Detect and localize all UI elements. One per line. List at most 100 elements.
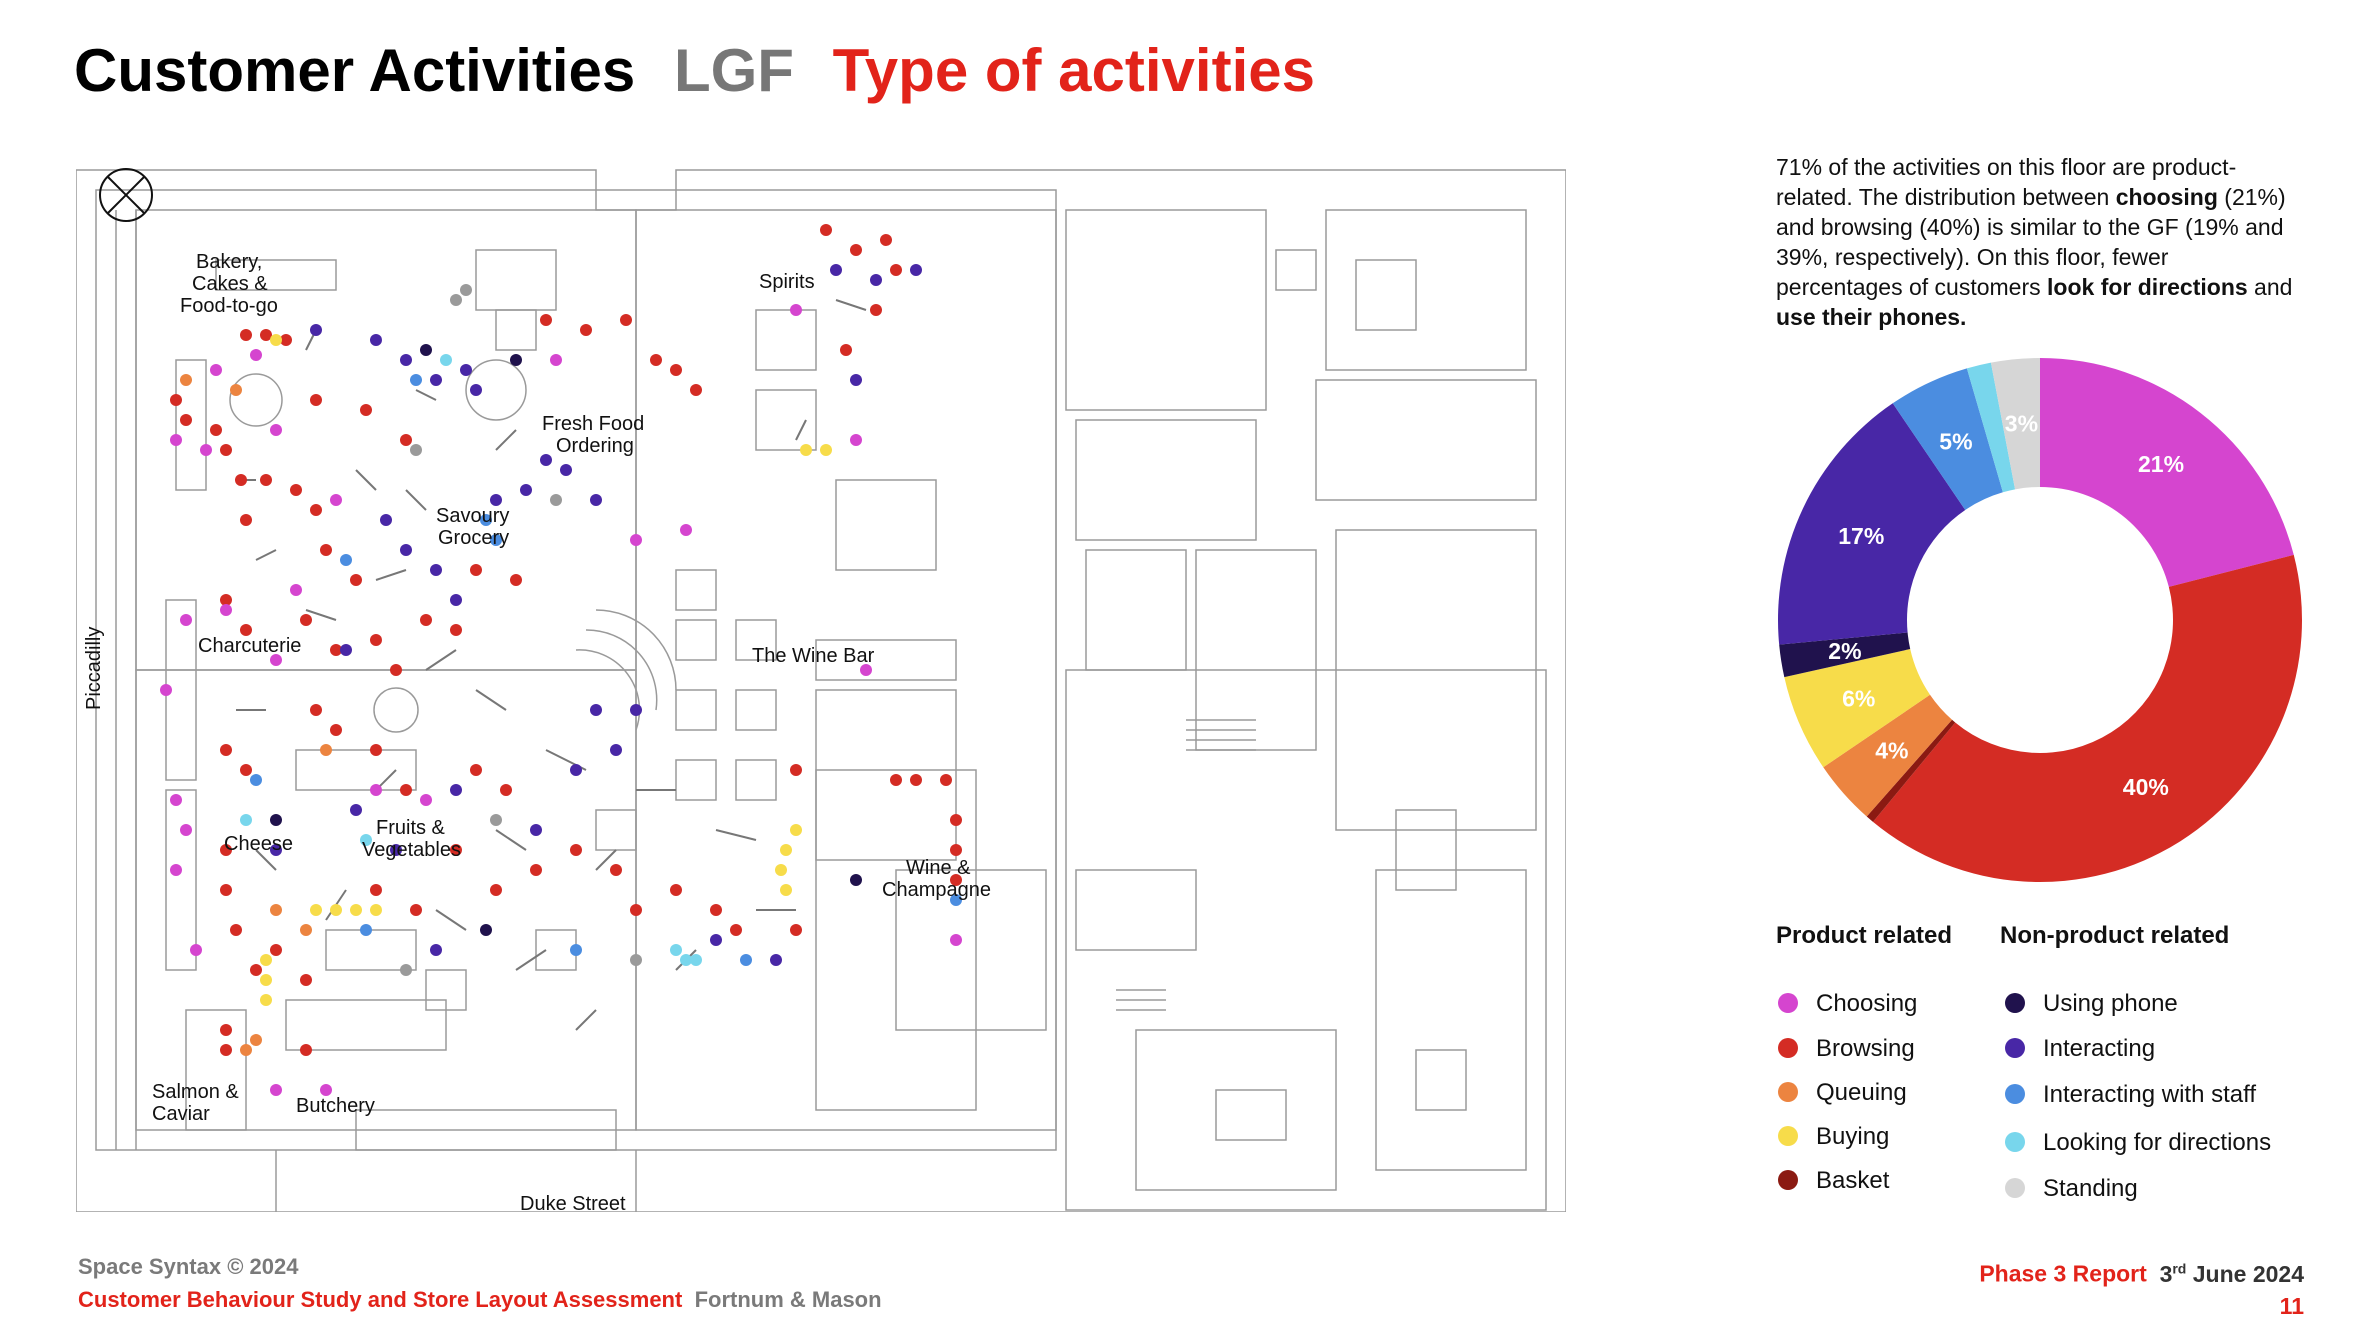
legend-item-looking-directions: Looking for directions [2005,1129,2271,1157]
title-main: Customer Activities [74,37,636,104]
donut-label-standing: 3% [2005,410,2038,436]
legend-label: Browsing [1816,1035,1915,1062]
footer-date: 3rd June 2024 [2159,1260,2304,1287]
donut-label-interacting: 17% [1838,523,1884,549]
label-wine-2: Champagne [882,879,991,901]
legend-item-basket: Basket [1778,1167,1889,1195]
donut-slice-standing [1990,358,2040,490]
label-salmon-1: Salmon & [152,1081,239,1103]
queuing-swatch [1778,1081,1798,1102]
summary-bold-2: look for directions [2047,274,2248,300]
legend-label: Interacting [2043,1035,2156,1062]
label-bakery-1: Bakery, [196,251,262,273]
legend-item-choosing: Choosing [1778,990,1917,1018]
donut-label-queuing: 4% [1875,738,1908,764]
donut-slice-buying [1784,649,1930,768]
legend-item-browsing: Browsing [1778,1035,1915,1063]
legend-label: Standing [2043,1175,2138,1202]
donut-slice-interacting [1778,403,1966,645]
page-title: Customer Activities LGF Type of activiti… [74,36,1337,105]
standing-swatch [2005,1177,2025,1198]
interacting-staff-swatch [2005,1083,2025,1104]
label-fresh-2: Ordering [556,435,634,457]
summary-bold-1: choosing [2115,184,2218,210]
buying-swatch [1778,1125,1798,1146]
legend-label: Using phone [2043,990,2178,1017]
donut-slice-queuing [1823,694,1953,817]
floor-plan-walls [76,169,1566,1212]
legend-label: Interacting with staff [2043,1081,2256,1108]
label-spirits: Spirits [759,271,815,293]
legend-nonproduct-heading: Non-product related [2000,922,2230,949]
summary-paragraph: 71% of the activities on this floor are … [1776,152,2296,332]
summary-text-3: and [2247,274,2293,300]
donut-label-buying: 6% [1842,685,1875,711]
summary-text-1: 71% of the activities on this floor are … [1776,154,2237,210]
floor-plan-map: Bakery, Cakes & Food-to-go Spirits Fresh… [76,168,1566,1212]
label-savoury-1: Savoury [436,505,509,527]
footer-date-day: 3 [2159,1260,2173,1287]
donut-label-using-phone: 2% [1828,638,1861,664]
donut-label-interacting-with-staff: 5% [1939,428,1972,454]
donut-label-browsing: 40% [2123,774,2169,800]
donut-slice-looking-for-directions [1966,362,2016,493]
legend-item-interacting-staff: Interacting with staff [2005,1081,2256,1109]
footer-client: Fortnum & Mason [694,1287,882,1312]
donut-slice-browsing [1872,554,2302,882]
page-number: 11 [2279,1292,2304,1319]
label-wine-1: Wine & [906,857,971,879]
legend-item-standing: Standing [2005,1175,2138,1203]
looking-directions-swatch [2005,1131,2025,1152]
footer-copyright: Space Syntax © 2024 [78,1254,299,1279]
legend-item-interacting: Interacting [2005,1035,2155,1063]
north-arrow-icon [99,168,153,222]
label-duke-street: Duke Street [520,1193,626,1212]
using-phone-swatch [2005,992,2025,1013]
donut-label-choosing: 21% [2138,451,2184,477]
legend-product-heading: Product related [1776,922,1953,949]
legend-label: Looking for directions [2043,1129,2272,1156]
donut-slice-choosing [2040,358,2294,587]
label-piccadilly: Piccadilly [83,627,105,710]
label-cheese: Cheese [224,833,293,855]
title-floor: LGF [673,37,794,104]
label-fresh-1: Fresh Food [542,413,644,435]
footer-left: Space Syntax © 2024 Customer Behaviour S… [78,1250,882,1316]
legend-label: Choosing [1816,990,1918,1017]
title-sub: Type of activities [832,37,1315,104]
map-labels: Bakery, Cakes & Food-to-go Spirits Fresh… [83,251,991,1212]
label-fruits-2: Vegetables [362,839,461,861]
label-salmon-2: Caviar [152,1103,210,1125]
summary-bold-3: use their phones. [1776,304,1967,330]
label-bakery-2: Cakes & [192,273,268,295]
activity-dots [160,224,962,1096]
label-butchery: Butchery [296,1095,375,1117]
donut-slice-basket [1866,719,1956,822]
activities-donut-chart: 21% 40% 4% 6% 2% 17% 5% 3% [1778,358,2302,882]
basket-swatch [1778,1169,1798,1190]
footer-date-rest: June 2024 [2186,1260,2304,1287]
footer-date-sup: rd [2172,1260,2187,1276]
label-fruits-1: Fruits & [376,817,446,839]
interacting-swatch [2005,1037,2025,1058]
footer-right: Phase 3 Report 3rd June 2024 11 [1979,1252,2304,1322]
donut-slice-using-phone [1779,632,1911,678]
legend-item-queuing: Queuing [1778,1079,1907,1107]
label-bakery-3: Food-to-go [180,295,278,317]
footer-report: Phase 3 Report [1979,1260,2147,1287]
footer-report-line: Phase 3 Report 3rd June 2024 [1979,1252,2304,1290]
legend-item-using-phone: Using phone [2005,990,2178,1018]
summary-text-2: (21%) and browsing (40%) is similar to t… [1776,184,2286,300]
donut-slice-interacting-with-staff [1892,368,2003,510]
choosing-swatch [1778,992,1798,1013]
browsing-swatch [1778,1037,1798,1058]
legend-label: Buying [1816,1123,1890,1150]
label-wine-bar: The Wine Bar [752,645,875,667]
legend-label: Basket [1816,1167,1890,1194]
label-savoury-2: Grocery [438,527,509,549]
legend-label: Queuing [1816,1079,1907,1106]
legend-item-buying: Buying [1778,1123,1889,1151]
footer-study-line: Customer Behaviour Study and Store Layou… [78,1283,882,1316]
footer-study: Customer Behaviour Study and Store Layou… [78,1287,683,1312]
label-charcuterie: Charcuterie [198,635,301,657]
